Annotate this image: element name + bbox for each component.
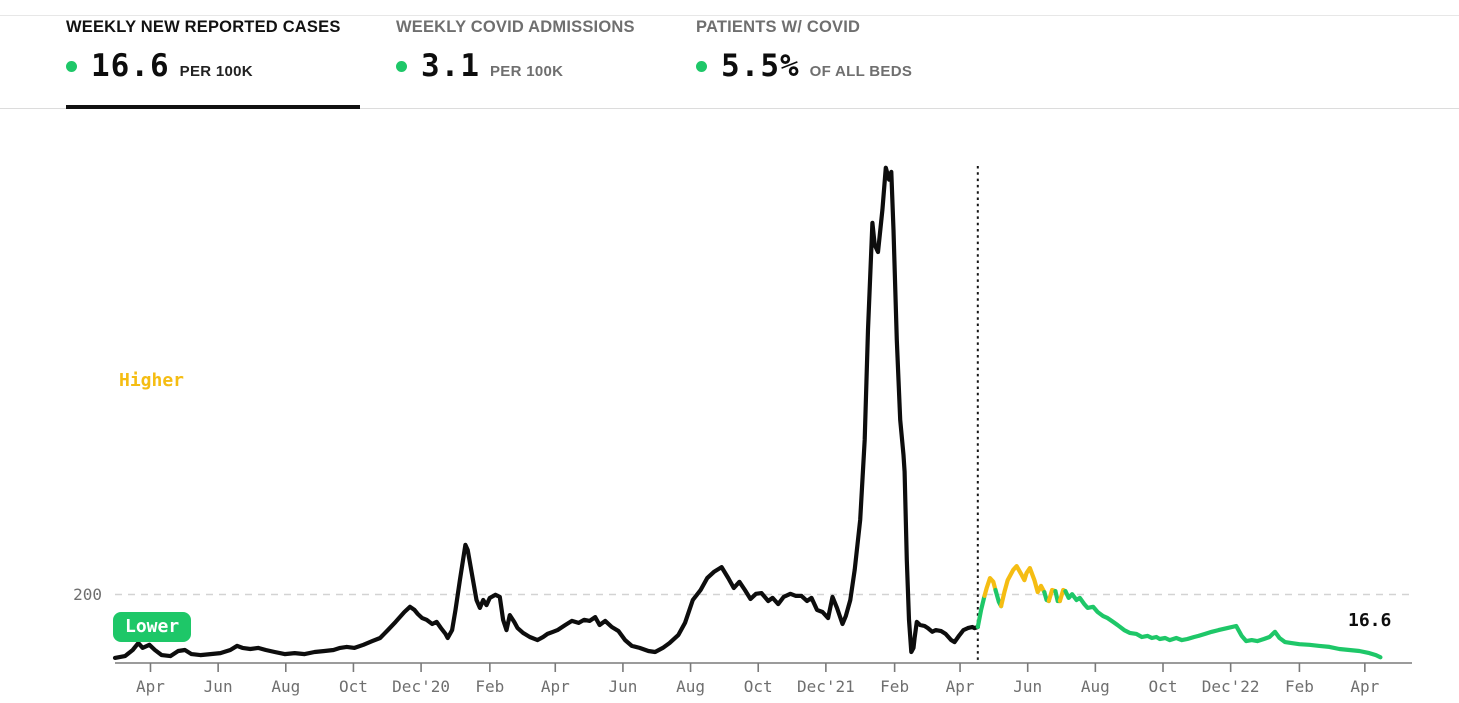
x-axis-label: Apr [540,677,570,696]
x-axis-label: Dec'21 [796,677,855,696]
x-axis-label: Dec'20 [392,677,450,696]
series-historical [112,165,980,660]
active-tab-underline [66,105,360,109]
stat-unit: PER 100K [490,63,564,80]
cases-line-chart[interactable]: 200 Higher Lower 16.6 Apr Jun Aug Oct Dec'20… [0,110,1459,703]
tabbar-divider [0,108,1459,109]
x-axis-label: Apr [1350,677,1380,696]
x-axis-label: Apr [136,677,165,696]
stat-value: 5.5% [721,48,800,84]
x-axis-label: Jun [608,677,638,696]
tab-title: WEEKLY NEW REPORTED CASES [66,18,341,36]
lower-annotation-badge: Lower [113,612,192,642]
tab-patients-with-covid[interactable]: PATIENTS W/ COVID 5.5% OF ALL BEDS [696,18,912,82]
tab-weekly-covid-admissions[interactable]: WEEKLY COVID ADMISSIONS 3.1 PER 100K [396,18,635,82]
series-higher [999,564,1047,609]
stat-dot-icon [696,61,707,72]
stat-unit: PER 100K [179,63,253,80]
top-divider [0,15,1459,16]
x-axis-label: Feb [880,677,910,696]
x-axis-label: Aug [1080,677,1110,696]
chart-canvas[interactable] [0,110,1459,703]
tab-weekly-new-reported-cases[interactable]: WEEKLY NEW REPORTED CASES 16.6 PER 100K [66,18,341,82]
x-axis-label: Apr [945,677,975,696]
x-axis-label: Dec'22 [1201,677,1260,696]
x-axis-label: Aug [271,677,301,696]
series-higher [982,576,998,598]
stat-value: 16.6 [91,48,170,84]
higher-annotation: Higher [119,370,185,391]
latest-value-label: 16.6 [1348,610,1392,631]
tab-title: WEEKLY COVID ADMISSIONS [396,18,635,36]
y-gridline-label: 200 [73,585,102,604]
tab-title: PATIENTS W/ COVID [696,18,861,36]
series-lower [1063,589,1383,660]
stat-value: 3.1 [421,48,480,84]
x-axis-label: Oct [743,677,773,696]
x-axis-label: Aug [676,677,706,696]
series-lower [975,593,987,630]
x-axis-label: Jun [203,677,233,696]
stat-dot-icon [396,61,407,72]
x-axis-label: Feb [475,677,505,696]
x-axis-label: Jun [1013,677,1043,696]
x-axis-label: Oct [1148,677,1178,696]
x-axis-label: Feb [1284,677,1314,696]
x-axis-label: Oct [338,677,368,696]
stat-unit: OF ALL BEDS [809,63,913,80]
stat-dot-icon [66,61,77,72]
